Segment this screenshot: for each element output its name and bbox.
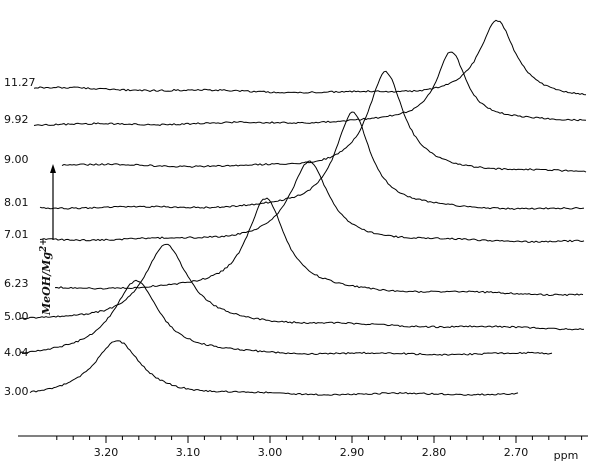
x-axis-unit-label: ppm (554, 449, 579, 462)
series-label-5.00: 5.00 (4, 310, 29, 323)
x-tick-label: 2.90 (340, 446, 365, 459)
spectra-group (19, 19, 587, 396)
spectrum-line-11.27 (33, 19, 587, 96)
x-tick-label: 2.70 (504, 446, 529, 459)
spectrum-line-8.01 (39, 111, 585, 211)
x-tick-label: 3.00 (258, 446, 283, 459)
x-tick-label: 3.10 (176, 446, 201, 459)
series-label-8.01: 8.01 (4, 196, 29, 209)
spectrum-line-3.00 (29, 340, 519, 396)
spectrum-line-5.00 (19, 243, 585, 331)
series-label-3.00: 3.00 (4, 385, 29, 398)
series-label-9.92: 9.92 (4, 113, 29, 126)
spectrum-line-4.04 (19, 279, 553, 356)
x-tick-label: 2.80 (422, 446, 447, 459)
spectrum-line-6.23 (54, 197, 584, 297)
series-label-7.01: 7.01 (4, 228, 29, 241)
y-axis-indicator: MeOH/Mg2+ (39, 164, 56, 316)
x-axis: 3.20 3.10 3.00 2.90 2.80 2.70 ppm (18, 435, 588, 462)
x-tick-label: 3.20 (94, 446, 119, 459)
series-label-4.04: 4.04 (4, 346, 29, 359)
y-arrow-head (50, 164, 56, 173)
y-axis-label: MeOH/Mg2+ (39, 238, 53, 316)
series-label-6.23: 6.23 (4, 277, 29, 290)
series-label-9.00: 9.00 (4, 153, 29, 166)
series-labels-group: 3.00 4.04 5.00 6.23 7.01 8.01 9.00 9.92 11.27 (4, 76, 36, 398)
spectrum-line-9.92 (33, 51, 587, 127)
spectrum-line-7.01 (39, 160, 585, 243)
series-label-11.27: 11.27 (4, 76, 36, 89)
spectrum-line-9.00 (61, 70, 587, 173)
